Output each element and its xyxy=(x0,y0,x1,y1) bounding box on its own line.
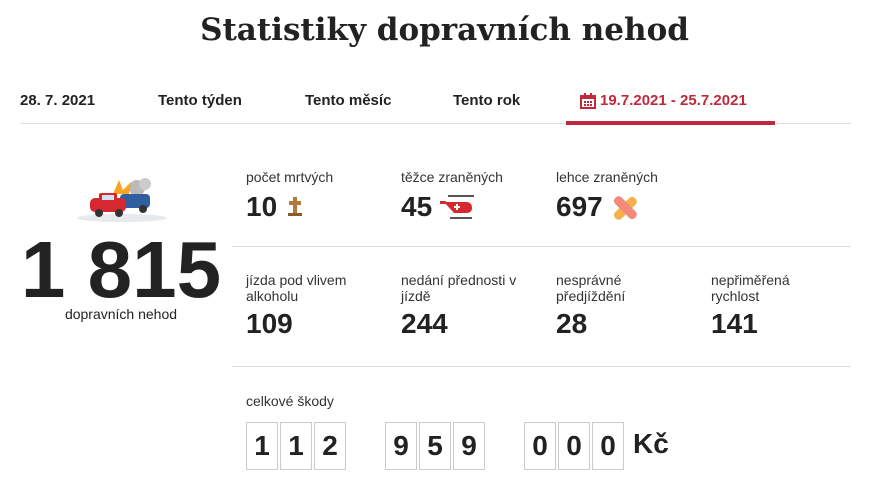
stat-value: 45 xyxy=(401,191,433,222)
damage-digit: 0 xyxy=(524,422,556,470)
helicopter-icon xyxy=(440,195,474,219)
stat-label: nesprávné předjíždění xyxy=(556,272,626,304)
row-divider xyxy=(232,366,851,367)
damage-digit: 5 xyxy=(419,422,451,470)
stat-value: 141 xyxy=(711,308,758,339)
tab[interactable]: Tento rok xyxy=(453,92,521,109)
stat-value: 10 xyxy=(246,191,278,222)
damage-digit: 9 xyxy=(453,422,485,470)
active-tab-underline xyxy=(566,121,775,125)
crash-icon xyxy=(77,178,167,222)
damage-digit: 1 xyxy=(280,422,312,470)
page-title: Statistiky dopravních nehod xyxy=(200,12,689,48)
tab[interactable]: 28. 7. 2021 xyxy=(20,92,96,109)
tab-divider xyxy=(20,123,851,124)
stat-label: nepřiměřená rychlost xyxy=(711,272,790,304)
damage-label: celkové škody xyxy=(246,393,334,409)
stat-label: nedání přednosti v jízdě xyxy=(401,272,517,304)
damage-digit: 0 xyxy=(558,422,590,470)
stat-label: lehce zraněných xyxy=(556,169,658,185)
stat-value: 697 xyxy=(556,191,603,222)
tab[interactable]: 19.7.2021 - 25.7.2021 xyxy=(600,92,747,109)
stat-label: jízda pod vlivem alkoholu xyxy=(246,272,347,304)
tab[interactable]: Tento týden xyxy=(158,92,242,109)
row-divider xyxy=(232,246,851,247)
damage-currency: Kč xyxy=(633,428,669,459)
cross-icon xyxy=(288,197,302,216)
stat-value: 109 xyxy=(246,308,293,339)
damage-digit: 2 xyxy=(314,422,346,470)
damage-digit: 9 xyxy=(385,422,417,470)
stat-label: těžce zraněných xyxy=(401,169,503,185)
damage-digit: 0 xyxy=(592,422,624,470)
bandage-icon xyxy=(613,196,637,220)
stat-value: 28 xyxy=(556,308,588,339)
damage-digit: 1 xyxy=(246,422,278,470)
stat-label: počet mrtvých xyxy=(246,169,334,185)
calendar-icon xyxy=(580,93,596,109)
tab[interactable]: Tento měsíc xyxy=(305,92,392,109)
total-label: dopravních nehod xyxy=(64,306,178,322)
stat-value: 244 xyxy=(401,308,448,339)
total-value: 1 815 xyxy=(20,225,222,314)
